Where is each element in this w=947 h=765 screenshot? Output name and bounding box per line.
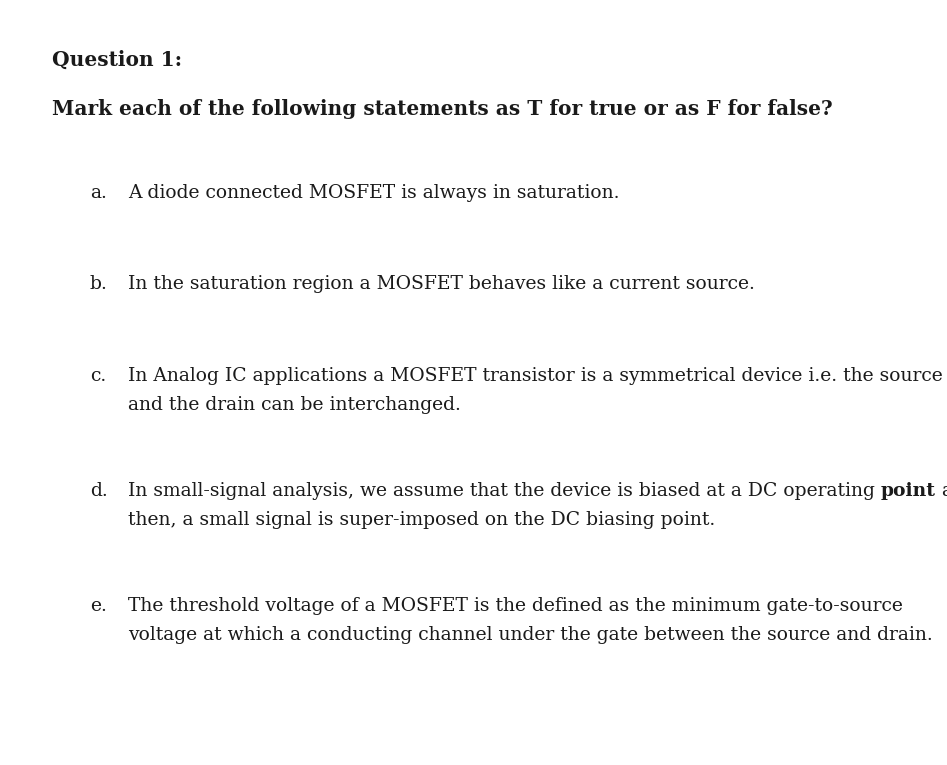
Text: then, a small signal is super-imposed on the DC biasing point.: then, a small signal is super-imposed on… [128, 511, 715, 529]
Text: b.: b. [90, 275, 108, 294]
Text: In Analog IC applications a MOSFET transistor is a symmetrical device i.e. the s: In Analog IC applications a MOSFET trans… [128, 367, 942, 386]
Text: Question 1:: Question 1: [52, 50, 182, 70]
Text: In small-signal analysis, we assume that the device is biased at a DC operating: In small-signal analysis, we assume that… [128, 482, 881, 500]
Text: point: point [881, 482, 936, 500]
Text: A diode connected MOSFET is always in saturation.: A diode connected MOSFET is always in sa… [128, 184, 619, 202]
Text: d.: d. [90, 482, 108, 500]
Text: In the saturation region a MOSFET behaves like a current source.: In the saturation region a MOSFET behave… [128, 275, 755, 294]
Text: e.: e. [90, 597, 107, 615]
Text: voltage at which a conducting channel under the gate between the source and drai: voltage at which a conducting channel un… [128, 626, 933, 644]
Text: and: and [936, 482, 947, 500]
Text: The threshold voltage of a MOSFET is the defined as the minimum gate-to-source: The threshold voltage of a MOSFET is the… [128, 597, 902, 615]
Text: and the drain can be interchanged.: and the drain can be interchanged. [128, 396, 461, 415]
Text: a.: a. [90, 184, 107, 202]
Text: c.: c. [90, 367, 106, 386]
Text: Mark each of the following statements as T for true or as F for false?: Mark each of the following statements as… [52, 99, 832, 119]
